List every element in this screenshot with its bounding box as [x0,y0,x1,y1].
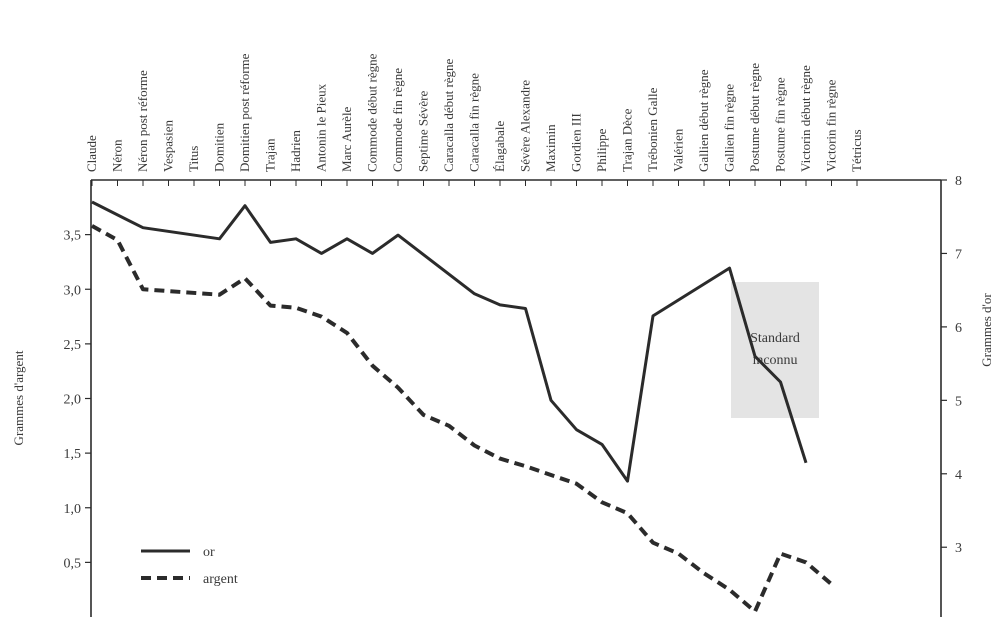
category-label: Trajan Dèce [620,108,635,172]
legend-label: or [203,545,215,560]
category-label: Domitien post réforme [237,53,252,172]
category-label: Septime Sévère [416,91,431,172]
category-label: Titus [186,146,201,172]
category-labels: Claude Néron Néron post réforme Vespasien Ti… [84,53,864,172]
category-label: Néron [110,139,125,172]
y-left-tick-label: 3,0 [64,283,82,298]
category-label: Caracalla fin règne [467,73,482,172]
category-label: Postume début règne [747,63,762,172]
category-label: Commode début règne [365,53,380,172]
y-left-tick-label: 1,0 [64,502,82,517]
y-left-tick-label: 2,0 [64,393,82,408]
unknown-standard-box [731,282,819,418]
category-label: Hadrien [288,130,303,172]
category-label: Claude [84,135,99,172]
series-or-line [91,200,808,483]
y-right-tick-label: 5 [955,394,962,409]
y-left-tick-label: 3,5 [64,229,82,244]
category-label: Postume fin règne [773,77,788,172]
category-label: Élagabale [492,121,507,172]
y-left-tick-label: 1,5 [64,447,82,462]
legend-label: argent [203,572,238,587]
category-label: Commode fin règne [390,68,405,172]
series-argent-line [91,224,833,614]
y-right-tick-label: 6 [955,321,962,336]
category-label: Tétricus [849,129,864,172]
y-right-tick-label: 7 [955,247,962,262]
legend: or argent [141,545,238,587]
y-left-axis-title: Grammes d'argent [11,350,26,445]
y-left-tick-label: 2,5 [64,338,82,353]
category-label: Gallien début règne [696,69,711,172]
y-right-tick-label: 8 [955,174,962,189]
category-label: Marc Aurèle [339,106,354,172]
category-label: Philippe [594,128,609,172]
category-label: Caracalla début règne [441,58,456,172]
annotation-text: Standard [750,331,800,346]
y-right-tick-label: 4 [955,468,962,483]
y-right-tick-label: 3 [955,541,962,556]
category-label: Trébonien Galle [645,87,660,172]
category-label: Victorin fin règne [824,79,839,172]
category-label: Valérien [671,128,686,172]
category-label: Victorin début règne [798,65,813,172]
y-right-axis-title: Grammes d'or [979,293,994,367]
category-label: Gallien fin règne [722,84,737,172]
category-label: Maximin [543,124,558,172]
category-label: Sévère Alexandre [518,80,533,172]
category-label: Trajan [263,138,278,172]
category-label: Domitien [212,122,227,172]
category-label: Néron post réforme [135,70,150,172]
category-label: Antonin le Pieux [314,83,329,172]
category-label: Gordien III [569,113,584,172]
y-left-tick-label: 0,5 [64,556,82,571]
category-label: Vespasien [161,120,176,172]
series-lines [91,200,833,614]
axes: 0,5 1,0 1,5 2,0 2,5 3,0 3,5 3 4 5 6 7 8 Grammes d'arg… [11,174,994,617]
